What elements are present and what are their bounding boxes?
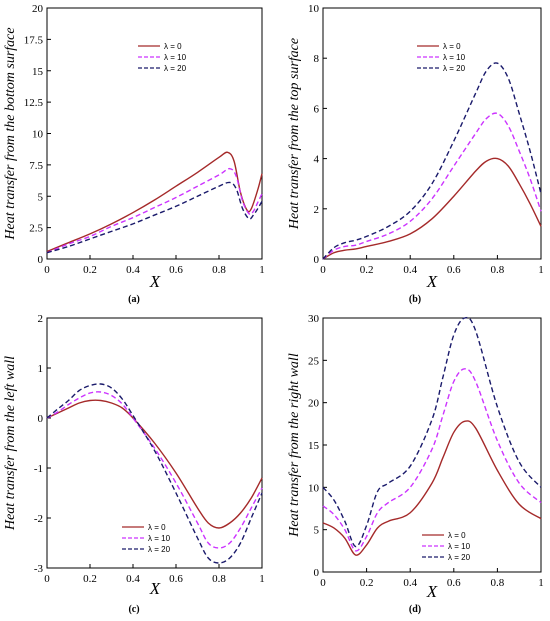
y-tick-label: 10 [32,129,44,141]
legend-label: λ = 20 [164,64,187,73]
y-axis-label: Heat transfer from the right wall [287,353,302,538]
y-tick-label: 2 [314,204,320,216]
legend-label: λ = 10 [443,53,466,62]
y-axis-label: Heat transfer from the top surface [287,38,302,230]
plot-frame [322,317,542,573]
y-tick-label: 10 [308,3,320,15]
y-tick-label: -1 [34,463,43,475]
x-tick-label: 0.8 [491,264,505,276]
chart-panel-3: -3 -2 -1 0 1 2 0 0.2 0.4 0.6 0.8 1 Heat transfer fro… [3,313,265,615]
x-tick-label: 0.8 [212,573,226,585]
y-tick-label: 2 [38,313,44,325]
x-tick-label: 0 [320,577,326,589]
x-tick-label: 0.4 [403,264,417,276]
x-tick-label: 0 [44,264,50,276]
y-tick-label: 12.5 [24,97,44,109]
x-tick-label: 0.2 [360,264,374,276]
y-tick-label: 0 [314,254,320,266]
legend-label: λ = 20 [443,64,466,73]
chart-panel-1: 0 2.5 5 7.5 10 12.5 15 17.5 20 0 0.2 0.4 0.6 0.8 1 Heat… [3,3,265,305]
y-tick-label: 6 [314,103,320,115]
panel-label: (c) [128,604,139,615]
legend-label: λ = 10 [164,53,187,62]
y-tick-label: 20 [32,3,44,15]
y-tick-label: 5 [38,191,44,203]
legend-label: λ = 20 [448,553,471,562]
y-tick-label: 15 [308,440,320,452]
x-tick-label: 0 [44,573,50,585]
y-tick-label: 25 [308,355,320,367]
x-tick-label: 0.2 [83,573,97,585]
panel-label: (a) [128,294,140,305]
y-tick-label: 30 [308,313,320,325]
series-line-1 [46,399,263,529]
legend-label: λ = 0 [148,523,166,532]
x-tick-label: 0.6 [169,264,183,276]
y-tick-label: 10 [308,482,320,494]
x-axis-label: X [426,272,438,291]
y-tick-label: 15 [32,66,44,78]
plot-frame [322,7,542,260]
legend: λ = 0 λ = 10 λ = 20 [122,523,171,554]
series-line-1 [322,157,542,260]
series-line-3 [46,383,263,564]
y-tick-label: 2.5 [29,223,43,235]
x-tick-label: 0.6 [169,573,183,585]
legend: λ = 0 λ = 10 λ = 20 [422,531,471,562]
panel-label: (d) [409,604,421,615]
legend-label: λ = 10 [448,542,471,551]
series-line-2 [322,368,542,552]
y-tick-label: 4 [314,154,320,166]
series-line-2 [322,112,542,260]
y-axis-label: Heat transfer from the bottom surface [3,27,18,240]
x-tick-label: 0.2 [360,577,374,589]
panel-label: (b) [409,294,421,305]
x-axis-label: X [149,579,161,598]
y-tick-label: 20 [308,398,320,410]
legend-label: λ = 0 [443,42,461,51]
y-tick-label: 1 [38,363,44,375]
x-tick-label: 0.4 [126,573,140,585]
legend: λ = 0 λ = 10 λ = 20 [138,42,187,73]
y-axis-label: Heat transfer from the left wall [3,356,18,531]
y-tick-label: -2 [34,513,43,525]
y-tick-label: 0 [314,567,320,579]
y-tick-label: 7.5 [29,160,43,172]
chart-panel-4: 0 5 10 15 20 25 30 0 0.2 0.4 0.6 0.8 1 Heat transfer … [287,313,544,615]
x-tick-label: 0.4 [126,264,140,276]
x-tick-label: 1 [538,264,544,276]
legend-label: λ = 0 [448,531,466,540]
x-tick-label: 0 [320,264,326,276]
series-line-3 [322,62,542,260]
x-axis-label: X [149,272,161,291]
x-tick-label: 1 [538,577,544,589]
x-tick-label: 0.8 [212,264,226,276]
y-tick-label: 5 [314,525,320,537]
x-tick-label: 1 [259,264,265,276]
legend-label: λ = 10 [148,534,171,543]
y-tick-label: -3 [34,563,44,575]
x-tick-label: 0.2 [83,264,97,276]
series-line-1 [322,420,542,556]
x-tick-label: 0.8 [491,577,505,589]
y-tick-label: 0 [38,254,44,266]
legend-label: λ = 20 [148,545,171,554]
y-tick-label: 0 [38,413,44,425]
x-tick-label: 0.6 [447,264,461,276]
x-tick-label: 1 [259,573,265,585]
series-line-3 [46,181,263,254]
plot-frame [46,317,263,569]
chart-panel-2: 0 2 4 6 8 10 0 0.2 0.4 0.6 0.8 1 Heat transfer from … [287,3,544,305]
legend-label: λ = 0 [164,42,182,51]
y-tick-label: 8 [314,53,320,65]
x-axis-label: X [426,582,438,601]
series-line-2 [46,167,263,254]
series-line-1 [46,151,263,253]
series-line-3 [322,316,542,548]
x-tick-label: 0.6 [447,577,461,589]
x-tick-label: 0.4 [403,577,417,589]
y-tick-label: 17.5 [24,34,44,46]
legend: λ = 0 λ = 10 λ = 20 [417,42,466,73]
